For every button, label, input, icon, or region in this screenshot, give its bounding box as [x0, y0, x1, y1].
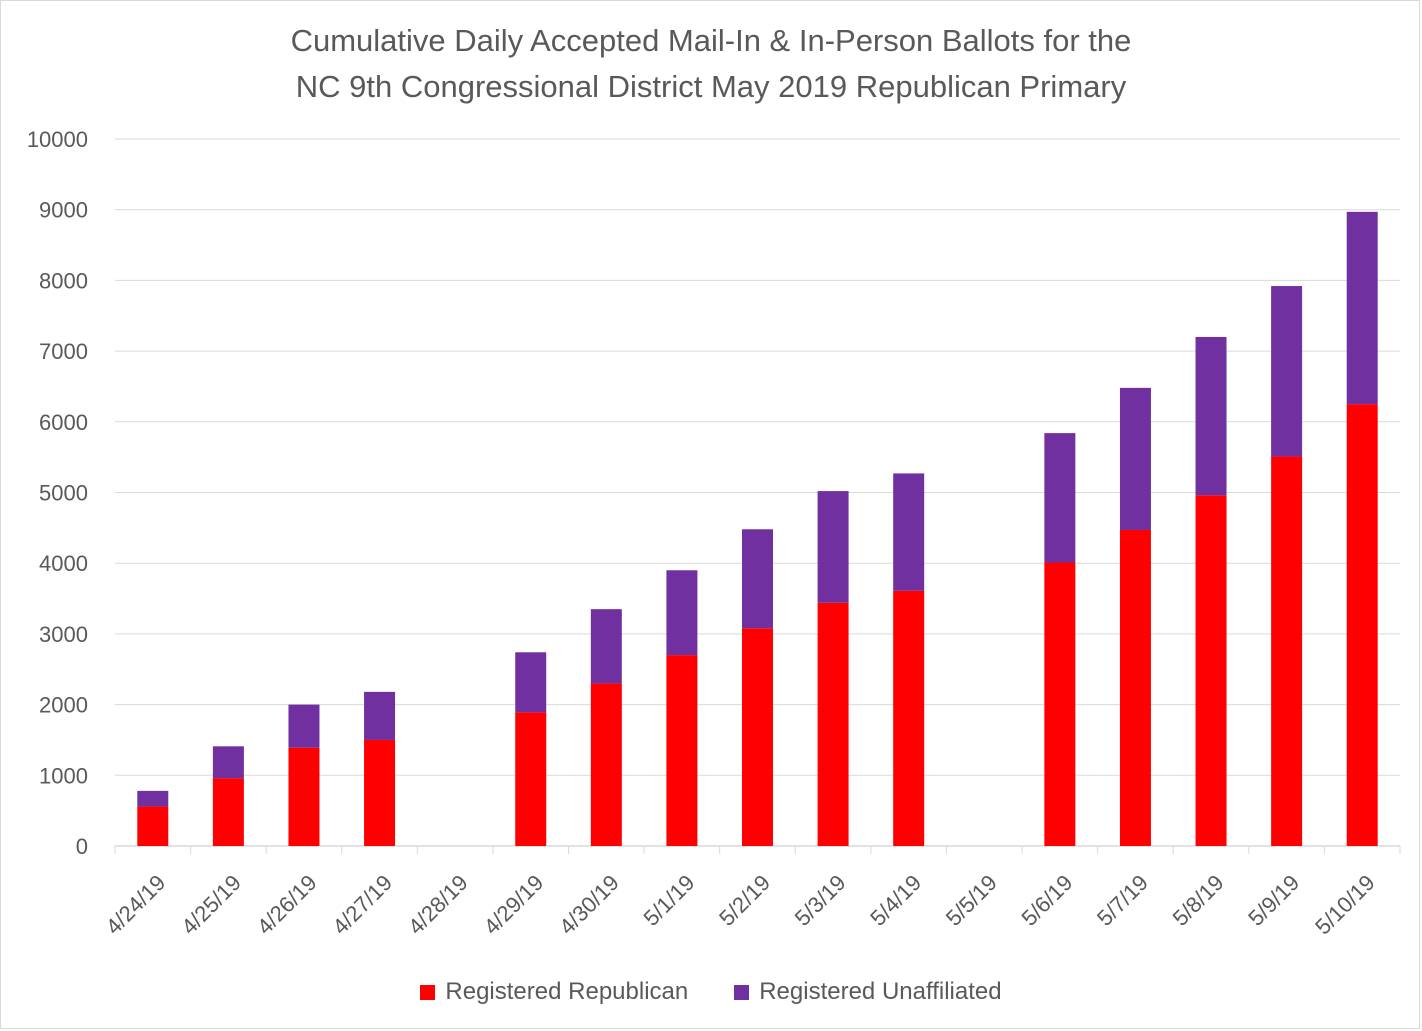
y-tick-label: 4000: [39, 551, 88, 576]
legend-label-republican: Registered Republican: [445, 978, 689, 1005]
x-tick-label: 5/8/19: [1168, 870, 1229, 931]
x-tick-label: 5/3/19: [790, 870, 851, 931]
legend-item-republican: Registered Republican: [420, 978, 688, 1006]
chart-title-line-2: NC 9th Congressional District May 2019 R…: [295, 69, 1127, 104]
bar-republican: [137, 806, 169, 846]
bar-unaffiliated: [364, 691, 396, 740]
bar-unaffiliated: [1195, 336, 1227, 496]
bar-unaffiliated: [590, 609, 622, 684]
legend-swatch-republican: [420, 984, 436, 1000]
bar-unaffiliated: [817, 491, 849, 603]
x-tick-label: 5/5/19: [941, 870, 1002, 931]
x-tick-label: 4/30/19: [554, 870, 624, 940]
legend-label-unaffiliated: Registered Unaffiliated: [759, 978, 1002, 1005]
bar-republican: [1044, 562, 1076, 846]
bar-republican: [817, 602, 849, 846]
bar-republican: [515, 712, 547, 846]
legend-swatch-unaffiliated: [734, 984, 750, 1000]
y-tick-label: 3000: [39, 622, 88, 647]
legend-item-unaffiliated: Registered Unaffiliated: [734, 978, 1002, 1006]
bar-unaffiliated: [742, 529, 773, 629]
bar-republican: [742, 628, 773, 846]
y-tick-label: 6000: [39, 410, 88, 435]
bar-unaffiliated: [893, 473, 925, 591]
bar-republican: [288, 747, 320, 846]
x-tick-label: 5/4/19: [865, 870, 926, 931]
y-tick-label: 8000: [39, 268, 88, 293]
bar-republican: [364, 739, 396, 846]
bar-republican: [1119, 529, 1151, 846]
bar-unaffiliated: [666, 570, 698, 656]
bar-republican: [590, 683, 622, 846]
x-tick-label: 5/10/19: [1310, 870, 1380, 940]
y-tick-label: 9000: [39, 198, 88, 223]
bar-republican: [1346, 404, 1378, 846]
chart-title: Cumulative Daily Accepted Mail-In & In-P…: [0, 18, 1422, 110]
y-tick-label: 10000: [27, 127, 88, 152]
x-tick-label: 4/28/19: [403, 870, 473, 940]
bar-unaffiliated: [1044, 433, 1076, 563]
legend: Registered Republican Registered Unaffil…: [0, 978, 1422, 1006]
chart-title-line-1: Cumulative Daily Accepted Mail-In & In-P…: [290, 23, 1132, 58]
x-tick-label: 5/1/19: [639, 870, 700, 931]
y-tick-label: 5000: [39, 481, 88, 506]
y-tick-label: 7000: [39, 339, 88, 364]
x-tick-label: 4/29/19: [479, 870, 549, 940]
bar-unaffiliated: [1119, 387, 1151, 530]
x-tick-label: 4/25/19: [176, 870, 246, 940]
bar-unaffiliated: [212, 746, 244, 779]
bar-unaffiliated: [288, 704, 320, 748]
bar-republican: [893, 590, 925, 846]
bar-unaffiliated: [1271, 286, 1303, 457]
y-tick-label: 2000: [39, 693, 88, 718]
bar-unaffiliated: [137, 790, 169, 807]
bar-republican: [666, 655, 698, 846]
bar-republican: [1271, 456, 1303, 846]
x-tick-label: 5/2/19: [714, 870, 775, 931]
x-tick-label: 5/6/19: [1016, 870, 1077, 931]
bar-unaffiliated: [1346, 211, 1378, 405]
bar-republican: [1195, 495, 1227, 846]
bar-republican: [212, 778, 244, 846]
y-tick-label: 1000: [39, 763, 88, 788]
bar-unaffiliated: [515, 652, 547, 713]
x-tick-label: 4/24/19: [101, 870, 171, 940]
y-tick-label: 0: [76, 834, 88, 859]
x-tick-label: 5/9/19: [1243, 870, 1304, 931]
x-tick-label: 4/27/19: [328, 870, 398, 940]
x-tick-label: 4/26/19: [252, 870, 322, 940]
x-tick-label: 5/7/19: [1092, 870, 1153, 931]
